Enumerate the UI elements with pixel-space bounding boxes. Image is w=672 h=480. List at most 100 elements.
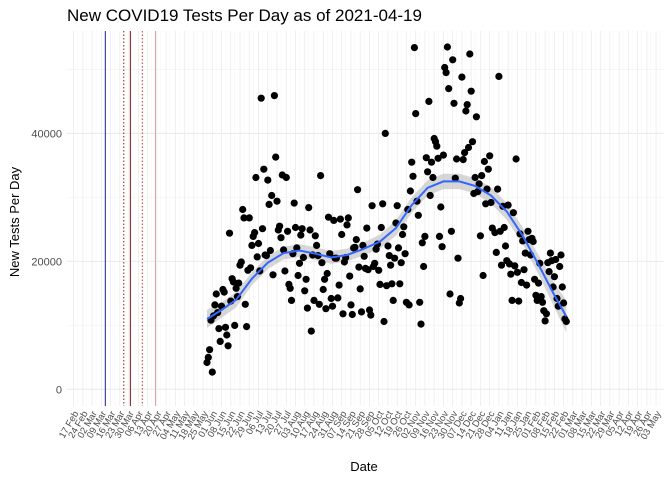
data-point [287, 296, 296, 304]
data-point [426, 191, 434, 200]
data-point [284, 227, 292, 235]
data-point [408, 158, 416, 166]
data-point [507, 270, 515, 278]
data-point [215, 325, 223, 333]
data-point [523, 281, 531, 289]
data-point [351, 243, 359, 251]
data-point [511, 262, 519, 270]
data-point [343, 221, 351, 229]
data-point [262, 252, 270, 260]
data-point [429, 173, 437, 182]
data-point [396, 280, 404, 288]
data-point [381, 129, 389, 137]
data-point [360, 252, 368, 260]
data-point [484, 165, 492, 173]
data-point [268, 191, 276, 200]
data-point [524, 227, 532, 235]
data-point [459, 156, 467, 164]
data-point [380, 317, 388, 326]
x-axis-label: Date [350, 459, 377, 474]
data-point [355, 263, 363, 271]
data-point [439, 151, 447, 159]
data-point [346, 272, 354, 280]
data-point [435, 232, 444, 240]
data-point [245, 214, 253, 222]
data-point [497, 261, 506, 269]
data-point [534, 279, 543, 287]
data-point [327, 294, 335, 303]
data-point [291, 223, 300, 232]
data-point [478, 172, 486, 180]
data-point [418, 239, 426, 247]
data-point [318, 259, 326, 267]
data-point [231, 321, 239, 329]
data-point [388, 280, 396, 288]
data-point [515, 297, 523, 305]
data-point [438, 243, 446, 251]
data-point [537, 293, 545, 301]
data-point [412, 110, 420, 118]
data-point [458, 73, 466, 81]
data-point [472, 113, 480, 121]
data-point [264, 176, 272, 184]
data-point [315, 300, 323, 308]
data-point [420, 262, 428, 271]
data-point [375, 266, 383, 274]
data-point [344, 214, 352, 222]
data-point [313, 241, 321, 249]
data-point [248, 241, 256, 249]
data-point [416, 298, 424, 306]
data-point [235, 279, 243, 287]
data-point [389, 296, 397, 304]
data-point [398, 230, 407, 239]
data-point [520, 266, 528, 274]
data-point [454, 254, 462, 262]
data-point [239, 205, 247, 214]
data-point [509, 209, 517, 217]
data-point [364, 266, 372, 274]
data-point [334, 294, 342, 302]
data-point [562, 317, 570, 326]
data-point [474, 188, 482, 196]
data-point [307, 327, 315, 335]
data-point [260, 165, 268, 173]
data-point [356, 285, 364, 293]
data-point [254, 239, 263, 248]
chart-title: New COVID19 Tests Per Day as of 2021-04-… [67, 6, 422, 25]
data-point [556, 262, 564, 271]
data-point [486, 152, 494, 160]
data-point [276, 222, 284, 230]
data-point [410, 44, 418, 52]
data-point [449, 56, 457, 64]
data-point [538, 298, 547, 306]
y-tick-label: 20000 [31, 256, 62, 268]
data-point [220, 288, 228, 296]
data-point [363, 224, 371, 232]
data-point [240, 214, 248, 222]
data-point [212, 290, 220, 298]
data-point [447, 227, 455, 235]
data-point [467, 87, 475, 95]
data-point [560, 299, 568, 307]
data-point [557, 251, 565, 259]
y-axis-label: New Tests Per Day [7, 166, 22, 277]
data-point [394, 244, 403, 252]
data-point [433, 142, 441, 150]
data-point [475, 180, 483, 188]
data-point [257, 94, 265, 102]
data-point [409, 172, 417, 180]
data-point [550, 273, 559, 281]
data-point [445, 85, 453, 93]
data-point [453, 155, 461, 163]
data-point [336, 215, 344, 223]
data-point [299, 253, 307, 262]
data-point [446, 290, 454, 298]
smooth-line [206, 180, 568, 320]
data-point [463, 101, 471, 109]
data-point [500, 223, 508, 232]
data-point [434, 154, 442, 162]
data-point [352, 236, 360, 244]
data-point [281, 267, 289, 275]
data-point [443, 43, 451, 51]
